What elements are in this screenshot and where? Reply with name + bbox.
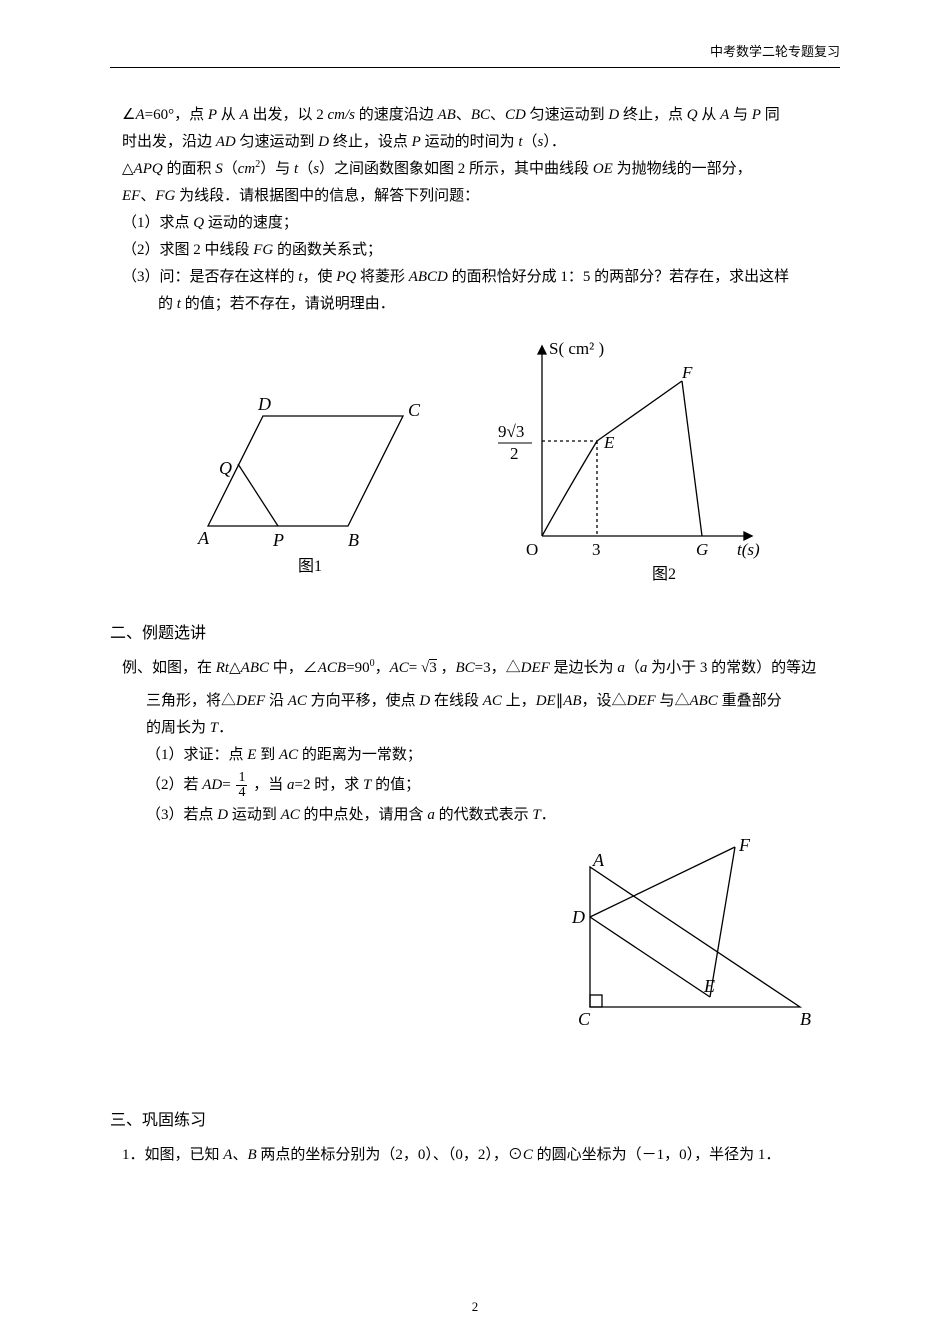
section-3-title: 三、巩固练习 bbox=[110, 1107, 840, 1136]
fig1-label-B: B bbox=[348, 530, 359, 550]
ex-sub2: （2）若 AD= 14 ，当 a=2 时，求 T 的值； bbox=[110, 769, 840, 802]
figure-3: A F D E C B bbox=[560, 837, 820, 1037]
ex-line1: 例、如图，在 Rt△ABC 中，∠ACB=900，AC= √3 ，BC=3，△D… bbox=[122, 655, 840, 682]
figure-3-wrap: A F D E C B bbox=[110, 837, 820, 1047]
page: 中考数学二轮专题复习 ∠A=60°，点 P 从 A 出发，以 2 cm/s 的速… bbox=[0, 0, 950, 1344]
fig1-label-C: C bbox=[408, 400, 421, 420]
fig1-label-D: D bbox=[257, 394, 271, 414]
ex-sub1: （1）求证：点 E 到 AC 的距离为一常数； bbox=[110, 742, 840, 769]
fig2-label-E: E bbox=[603, 433, 615, 452]
svg-text:9√3: 9√3 bbox=[498, 422, 524, 441]
fig3-label-C: C bbox=[578, 1009, 591, 1029]
fig1-label-Q: Q bbox=[219, 458, 232, 478]
fig3-label-F: F bbox=[738, 837, 751, 855]
example-1: 例、如图，在 Rt△ABC 中，∠ACB=900，AC= √3 ，BC=3，△D… bbox=[110, 655, 840, 829]
ex-line3: 的周长为 T． bbox=[110, 715, 840, 742]
fig1-caption: 图1 bbox=[298, 558, 322, 575]
fig1-label-P: P bbox=[272, 530, 284, 550]
q1-sub3: （3）问：是否存在这样的 t，使 PQ 将菱形 ABCD 的面积恰好分成 1：5… bbox=[122, 264, 840, 291]
fig3-label-D: D bbox=[571, 907, 585, 927]
figure-1: D C Q A P B 图1 bbox=[178, 366, 448, 586]
fig2-label-3: 3 bbox=[592, 540, 601, 559]
ex-sub3: （3）若点 D 运动到 AC 的中点处，请用含 a 的代数式表示 T． bbox=[110, 802, 840, 829]
fig2-caption: 图2 bbox=[652, 566, 676, 583]
page-header: 中考数学二轮专题复习 bbox=[110, 40, 840, 68]
q3-line1: 1．如图，已知 A、B 两点的坐标分别为（2，0）、（0，2），⊙C 的圆心坐标… bbox=[122, 1142, 840, 1169]
figures-row: D C Q A P B 图1 bbox=[110, 336, 840, 586]
q1-sub1: （1）求点 Q 运动的速度； bbox=[122, 210, 840, 237]
fig3-label-A: A bbox=[592, 850, 605, 870]
ex-line2: 三角形，将△DEF 沿 AC 方向平移，使点 D 在线段 AC 上，DE∥AB，… bbox=[110, 688, 840, 715]
fig3-label-E: E bbox=[703, 976, 715, 996]
q1-sub2: （2）求图 2 中线段 FG 的函数关系式； bbox=[122, 237, 840, 264]
svg-text:2: 2 bbox=[510, 444, 519, 463]
q1-line4: EF、FG 为线段．请根据图中的信息，解答下列问题： bbox=[122, 183, 840, 210]
figure-2: S( cm² ) F E O 3 G t(s) 9√3 2 图2 bbox=[482, 336, 772, 586]
fig3-label-B: B bbox=[800, 1009, 811, 1029]
question-1: ∠A=60°，点 P 从 A 出发，以 2 cm/s 的速度沿边 AB、BC、C… bbox=[110, 102, 840, 318]
fig1-label-A: A bbox=[197, 528, 210, 548]
q1-line3: △APQ 的面积 S（cm2）与 t（s）之间函数图象如图 2 所示，其中曲线段… bbox=[122, 156, 840, 183]
fig2-label-F: F bbox=[681, 363, 693, 382]
q1-line1: ∠A=60°，点 P 从 A 出发，以 2 cm/s 的速度沿边 AB、BC、C… bbox=[122, 102, 840, 129]
section-2-title: 二、例题选讲 bbox=[110, 620, 840, 649]
svg-text:S( cm² ): S( cm² ) bbox=[549, 339, 604, 358]
svg-text:t(s): t(s) bbox=[737, 540, 760, 559]
fig2-label-G: G bbox=[696, 540, 708, 559]
page-number: 2 bbox=[0, 1295, 950, 1318]
q1-line2: 时出发，沿边 AD 匀速运动到 D 终止，设点 P 运动的时间为 t（s）． bbox=[122, 129, 840, 156]
fig2-label-O: O bbox=[526, 540, 538, 559]
q1-sub3-cont: 的 t 的值；若不存在，请说明理由． bbox=[110, 291, 840, 318]
